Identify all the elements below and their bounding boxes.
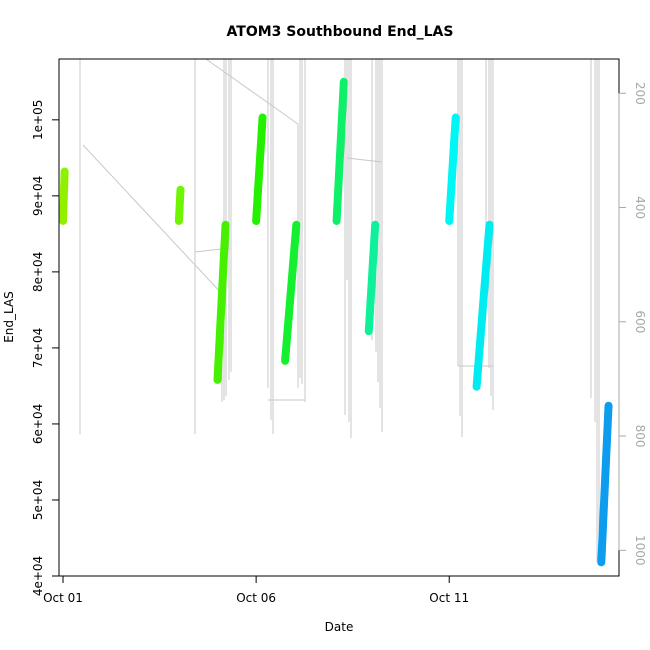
right-tick-label: 800: [633, 425, 647, 448]
x-axis: Oct 01 Oct 06 Oct 11: [43, 575, 469, 605]
raw-trace-lines: [79, 58, 600, 562]
right-tick-label: 600: [633, 310, 647, 333]
x-tick-label: Oct 06: [236, 591, 276, 605]
series-line: [364, 220, 380, 336]
y-tick-label: 1e+05: [31, 100, 45, 140]
y-tick-label: 4e+04: [31, 556, 45, 596]
x-axis-label: Date: [325, 620, 354, 634]
series-line: [174, 185, 185, 225]
chart-title: ATOM3 Southbound End_LAS: [227, 24, 454, 40]
series-line: [281, 220, 301, 365]
y-tick-label: 5e+04: [31, 480, 45, 520]
y-tick-label: 7e+04: [31, 328, 45, 368]
series-line: [332, 77, 348, 225]
right-tick-label: 1000: [633, 535, 647, 566]
y-axis-label: End_LAS: [2, 291, 16, 343]
series-line: [213, 220, 230, 384]
series-line: [445, 113, 460, 225]
series-line: [472, 220, 494, 391]
series-line: [597, 401, 613, 567]
right-tick-label: 400: [633, 196, 647, 219]
trace-line: [205, 58, 299, 125]
x-tick-label: Oct 11: [429, 591, 469, 605]
y-axis: 4e+04 5e+04 6e+04 7e+04 8e+04 9e+04 1e+05: [31, 100, 60, 596]
x-tick-label: Oct 01: [43, 591, 83, 605]
right-tick-label: 200: [633, 82, 647, 105]
series-line: [252, 113, 267, 225]
y-tick-label: 9e+04: [31, 176, 45, 216]
series-layer: [59, 77, 613, 567]
trace-line: [82, 144, 225, 297]
y-tick-label: 8e+04: [31, 252, 45, 292]
right-axis: 200 400 600 800 1000: [618, 82, 647, 566]
series-line: [59, 167, 69, 225]
trace-line: [346, 157, 383, 163]
y-tick-label: 6e+04: [31, 404, 45, 444]
